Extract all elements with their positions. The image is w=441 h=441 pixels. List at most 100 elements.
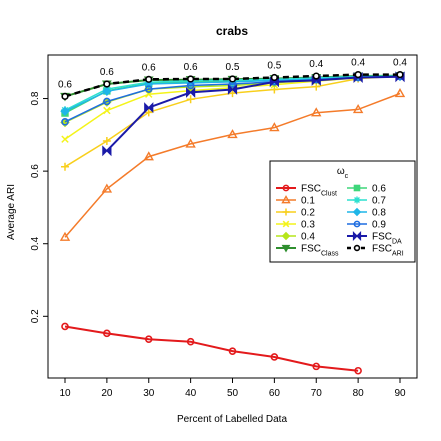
legend-marker bbox=[281, 195, 291, 204]
series-layer bbox=[59, 70, 406, 375]
data-point bbox=[102, 145, 112, 157]
legend-entry-0-6: 0.6 bbox=[347, 184, 386, 195]
x-tick-label: 60 bbox=[269, 388, 281, 399]
legend-entry-0-1: 0.1 bbox=[276, 195, 315, 207]
annotation-label: 0.4 bbox=[393, 58, 407, 69]
series-line-fsc-clust bbox=[64, 325, 359, 372]
x-tick-label: 50 bbox=[227, 388, 239, 399]
data-point bbox=[270, 353, 279, 361]
data-point bbox=[186, 337, 195, 346]
data-point bbox=[103, 329, 111, 338]
data-point bbox=[61, 135, 69, 143]
legend-marker bbox=[353, 220, 361, 228]
data-point bbox=[227, 129, 238, 139]
data-point bbox=[354, 366, 362, 375]
legend: ωcFSCClust0.10.20.30.4FSCClass0.60.70.80… bbox=[269, 160, 416, 263]
legend-marker bbox=[352, 207, 362, 217]
legend-marker bbox=[281, 231, 291, 241]
data-point bbox=[144, 335, 153, 343]
annotation-label: 0.4 bbox=[309, 59, 323, 70]
x-tick-label: 90 bbox=[394, 388, 406, 399]
x-tick-label: 30 bbox=[143, 388, 155, 399]
data-point bbox=[187, 75, 195, 83]
legend-marker bbox=[353, 244, 361, 252]
x-tick-label: 20 bbox=[101, 388, 113, 399]
legend-label: 0.1 bbox=[301, 196, 315, 207]
legend-label: 0.4 bbox=[301, 232, 315, 243]
annotation-label: 0.6 bbox=[100, 67, 114, 78]
data-point bbox=[270, 73, 278, 82]
data-point bbox=[228, 75, 237, 83]
legend-marker bbox=[282, 208, 290, 216]
data-point bbox=[269, 122, 280, 132]
series-line-fsc-da bbox=[106, 75, 401, 152]
data-point bbox=[312, 362, 321, 371]
series-0-1 bbox=[59, 88, 406, 241]
data-point bbox=[103, 97, 111, 106]
legend-label: 0.6 bbox=[372, 184, 386, 195]
data-point bbox=[352, 104, 364, 114]
y-axis-label: Average ARI bbox=[6, 184, 17, 240]
annotation-label: 0.6 bbox=[184, 62, 198, 73]
x-tick-label: 40 bbox=[185, 388, 197, 399]
series-line-fsc-ari bbox=[64, 73, 400, 98]
y-tick-label: 0.2 bbox=[30, 309, 41, 323]
chart-title: crabs bbox=[216, 24, 248, 38]
annotation-label: 0.5 bbox=[226, 62, 240, 73]
legend-marker bbox=[282, 184, 290, 192]
data-point bbox=[312, 72, 320, 80]
axes: 10 20 30 40 50 60 70 80 90 0.2 0.4 0.6 0.8 bbox=[30, 91, 406, 399]
annotation-layer: 0.6 0.6 0.6 0.6 0.5 0.5 0.4 0.4 0.4 bbox=[58, 58, 407, 91]
legend-entry-0-4: 0.4 bbox=[276, 232, 315, 243]
legend-title: ωc bbox=[337, 166, 349, 180]
legend-label: 0.2 bbox=[301, 208, 315, 219]
legend-marker bbox=[282, 220, 290, 228]
data-point bbox=[61, 92, 69, 100]
data-point bbox=[353, 72, 363, 83]
data-point bbox=[144, 85, 153, 93]
data-point bbox=[144, 102, 154, 114]
annotation-label: 0.5 bbox=[267, 61, 281, 72]
legend-label: 0.3 bbox=[301, 220, 315, 231]
annotation-label: 0.4 bbox=[351, 58, 365, 69]
data-point bbox=[396, 70, 404, 79]
x-axis-label: Percent of Labelled Data bbox=[177, 414, 288, 425]
data-point bbox=[394, 88, 406, 98]
data-point bbox=[60, 106, 70, 116]
x-tick-label: 80 bbox=[353, 388, 365, 399]
legend-entry-0-3: 0.3 bbox=[276, 220, 315, 231]
data-point bbox=[144, 108, 153, 117]
series-fsc-ari bbox=[61, 70, 404, 100]
legend-marker bbox=[352, 231, 362, 241]
legend-marker bbox=[353, 184, 361, 192]
legend-entry-0-7: 0.7 bbox=[347, 196, 386, 207]
data-point bbox=[103, 106, 111, 115]
data-point bbox=[61, 117, 69, 126]
series-line-0-1 bbox=[64, 92, 401, 238]
legend-label: 0.8 bbox=[372, 208, 386, 219]
legend-label: 0.9 bbox=[372, 220, 386, 231]
y-tick-label: 0.8 bbox=[30, 91, 41, 105]
annotation-label: 0.6 bbox=[142, 62, 156, 73]
data-point bbox=[186, 86, 196, 98]
y-tick-label: 0.4 bbox=[30, 236, 41, 250]
data-point bbox=[185, 138, 196, 148]
x-tick-label: 70 bbox=[311, 388, 323, 399]
data-point bbox=[228, 347, 237, 355]
data-point bbox=[354, 70, 362, 79]
legend-entry-0-9: 0.9 bbox=[347, 220, 386, 231]
data-point bbox=[186, 95, 195, 104]
annotation-label: 0.6 bbox=[58, 79, 72, 90]
data-point bbox=[103, 80, 111, 88]
legend-entry-0-8: 0.8 bbox=[347, 208, 386, 219]
legend-marker bbox=[281, 244, 291, 253]
x-tick-label: 10 bbox=[59, 388, 71, 399]
data-point bbox=[61, 322, 69, 331]
data-point bbox=[227, 84, 238, 95]
data-point bbox=[101, 183, 113, 193]
data-point bbox=[143, 151, 154, 161]
data-point bbox=[311, 107, 322, 117]
series-fsc-da bbox=[102, 71, 405, 157]
data-point bbox=[145, 75, 153, 83]
data-point bbox=[102, 86, 112, 96]
